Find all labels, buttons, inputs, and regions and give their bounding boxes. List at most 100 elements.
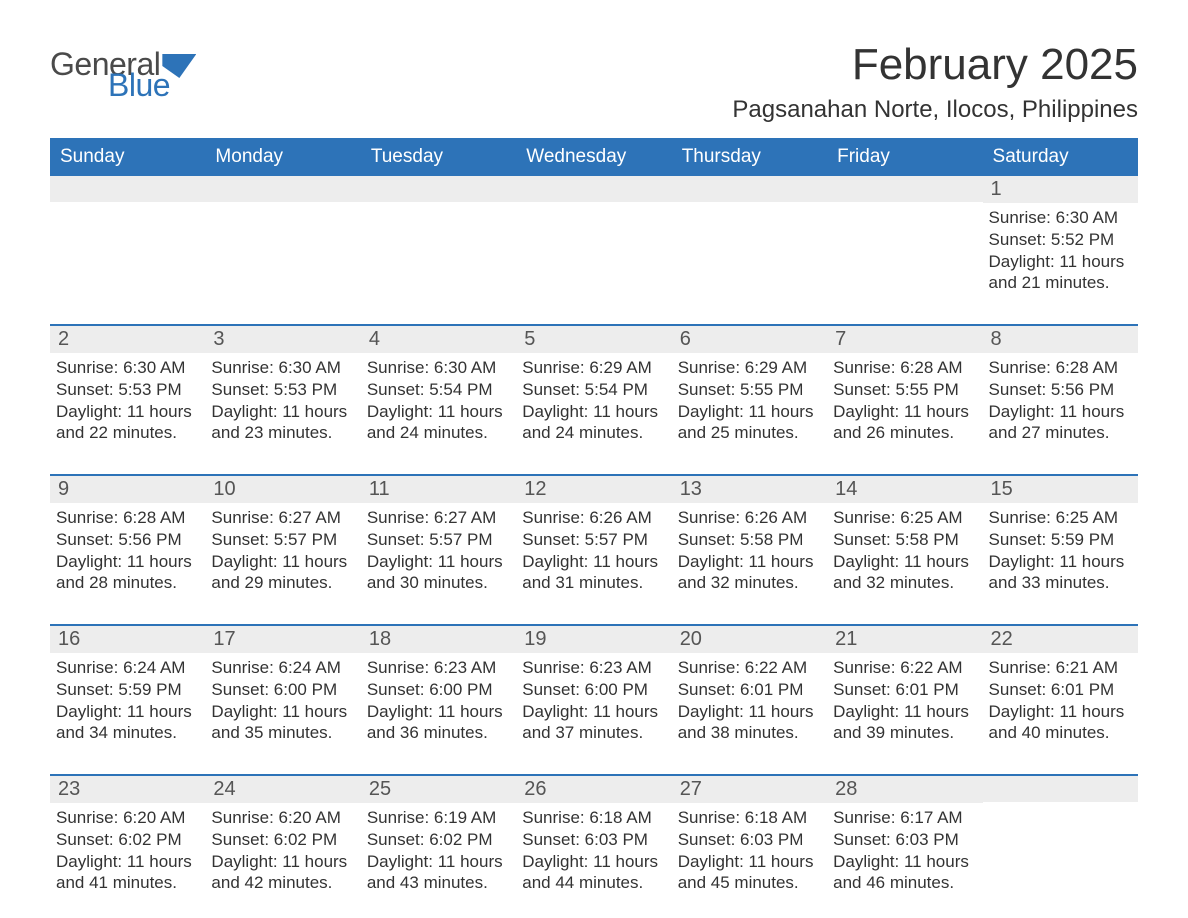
daylight-text: Daylight: 11 hours and 24 minutes. bbox=[522, 401, 663, 445]
day-body: Sunrise: 6:21 AMSunset: 6:01 PMDaylight:… bbox=[983, 653, 1138, 746]
sunset-text: Sunset: 6:03 PM bbox=[522, 829, 663, 851]
sunrise-text: Sunrise: 6:27 AM bbox=[211, 507, 352, 529]
sunrise-text: Sunrise: 6:20 AM bbox=[211, 807, 352, 829]
sunset-text: Sunset: 5:57 PM bbox=[211, 529, 352, 551]
daylight-text: Daylight: 11 hours and 44 minutes. bbox=[522, 851, 663, 895]
daylight-text: Daylight: 11 hours and 25 minutes. bbox=[678, 401, 819, 445]
sunrise-text: Sunrise: 6:22 AM bbox=[678, 657, 819, 679]
daylight-text: Daylight: 11 hours and 43 minutes. bbox=[367, 851, 508, 895]
sunset-text: Sunset: 5:57 PM bbox=[522, 529, 663, 551]
sunrise-text: Sunrise: 6:28 AM bbox=[56, 507, 197, 529]
sunset-text: Sunset: 5:57 PM bbox=[367, 529, 508, 551]
day-number: 16 bbox=[50, 626, 205, 653]
day-number bbox=[205, 176, 360, 202]
sunrise-text: Sunrise: 6:22 AM bbox=[833, 657, 974, 679]
month-title: February 2025 bbox=[732, 40, 1138, 90]
sunset-text: Sunset: 6:00 PM bbox=[367, 679, 508, 701]
day-number: 12 bbox=[516, 476, 671, 503]
day-cell: 12Sunrise: 6:26 AMSunset: 5:57 PMDayligh… bbox=[516, 476, 671, 596]
day-cell: 25Sunrise: 6:19 AMSunset: 6:02 PMDayligh… bbox=[361, 776, 516, 896]
day-number bbox=[361, 176, 516, 202]
day-number: 13 bbox=[672, 476, 827, 503]
daylight-text: Daylight: 11 hours and 32 minutes. bbox=[833, 551, 974, 595]
day-cell bbox=[827, 176, 982, 296]
day-cell bbox=[205, 176, 360, 296]
day-number bbox=[516, 176, 671, 202]
daylight-text: Daylight: 11 hours and 40 minutes. bbox=[989, 701, 1130, 745]
day-number: 3 bbox=[205, 326, 360, 353]
sunrise-text: Sunrise: 6:21 AM bbox=[989, 657, 1130, 679]
day-header: Tuesday bbox=[361, 138, 516, 176]
sunset-text: Sunset: 6:02 PM bbox=[56, 829, 197, 851]
day-number: 17 bbox=[205, 626, 360, 653]
sunset-text: Sunset: 6:02 PM bbox=[367, 829, 508, 851]
day-body: Sunrise: 6:20 AMSunset: 6:02 PMDaylight:… bbox=[205, 803, 360, 896]
day-header: Friday bbox=[827, 138, 982, 176]
sunrise-text: Sunrise: 6:24 AM bbox=[211, 657, 352, 679]
day-number: 14 bbox=[827, 476, 982, 503]
sunset-text: Sunset: 5:55 PM bbox=[833, 379, 974, 401]
day-cell: 15Sunrise: 6:25 AMSunset: 5:59 PMDayligh… bbox=[983, 476, 1138, 596]
day-number: 1 bbox=[983, 176, 1138, 203]
day-number bbox=[672, 176, 827, 202]
sunrise-text: Sunrise: 6:30 AM bbox=[989, 207, 1130, 229]
header: General Blue February 2025 Pagsanahan No… bbox=[50, 40, 1138, 124]
daylight-text: Daylight: 11 hours and 46 minutes. bbox=[833, 851, 974, 895]
sunset-text: Sunset: 6:01 PM bbox=[989, 679, 1130, 701]
weeks-container: 1Sunrise: 6:30 AMSunset: 5:52 PMDaylight… bbox=[50, 176, 1138, 896]
day-body: Sunrise: 6:28 AMSunset: 5:56 PMDaylight:… bbox=[983, 353, 1138, 446]
daylight-text: Daylight: 11 hours and 36 minutes. bbox=[367, 701, 508, 745]
sunrise-text: Sunrise: 6:18 AM bbox=[522, 807, 663, 829]
sunrise-text: Sunrise: 6:18 AM bbox=[678, 807, 819, 829]
day-body: Sunrise: 6:22 AMSunset: 6:01 PMDaylight:… bbox=[672, 653, 827, 746]
day-body: Sunrise: 6:18 AMSunset: 6:03 PMDaylight:… bbox=[516, 803, 671, 896]
day-body: Sunrise: 6:24 AMSunset: 5:59 PMDaylight:… bbox=[50, 653, 205, 746]
day-body: Sunrise: 6:23 AMSunset: 6:00 PMDaylight:… bbox=[361, 653, 516, 746]
day-header: Thursday bbox=[672, 138, 827, 176]
day-body: Sunrise: 6:26 AMSunset: 5:57 PMDaylight:… bbox=[516, 503, 671, 596]
day-cell: 9Sunrise: 6:28 AMSunset: 5:56 PMDaylight… bbox=[50, 476, 205, 596]
sunset-text: Sunset: 5:54 PM bbox=[522, 379, 663, 401]
day-number: 23 bbox=[50, 776, 205, 803]
daylight-text: Daylight: 11 hours and 22 minutes. bbox=[56, 401, 197, 445]
sunset-text: Sunset: 6:00 PM bbox=[211, 679, 352, 701]
day-cell bbox=[50, 176, 205, 296]
day-number: 4 bbox=[361, 326, 516, 353]
day-cell: 11Sunrise: 6:27 AMSunset: 5:57 PMDayligh… bbox=[361, 476, 516, 596]
daylight-text: Daylight: 11 hours and 21 minutes. bbox=[989, 251, 1130, 295]
sunset-text: Sunset: 6:02 PM bbox=[211, 829, 352, 851]
sunset-text: Sunset: 6:03 PM bbox=[678, 829, 819, 851]
sunrise-text: Sunrise: 6:27 AM bbox=[367, 507, 508, 529]
sunset-text: Sunset: 5:59 PM bbox=[56, 679, 197, 701]
day-cell: 21Sunrise: 6:22 AMSunset: 6:01 PMDayligh… bbox=[827, 626, 982, 746]
day-cell: 14Sunrise: 6:25 AMSunset: 5:58 PMDayligh… bbox=[827, 476, 982, 596]
day-body: Sunrise: 6:22 AMSunset: 6:01 PMDaylight:… bbox=[827, 653, 982, 746]
week-row: 16Sunrise: 6:24 AMSunset: 5:59 PMDayligh… bbox=[50, 624, 1138, 746]
week-row: 1Sunrise: 6:30 AMSunset: 5:52 PMDaylight… bbox=[50, 176, 1138, 296]
daylight-text: Daylight: 11 hours and 37 minutes. bbox=[522, 701, 663, 745]
sunset-text: Sunset: 5:55 PM bbox=[678, 379, 819, 401]
daylight-text: Daylight: 11 hours and 24 minutes. bbox=[367, 401, 508, 445]
sunset-text: Sunset: 6:00 PM bbox=[522, 679, 663, 701]
day-body: Sunrise: 6:29 AMSunset: 5:54 PMDaylight:… bbox=[516, 353, 671, 446]
sunset-text: Sunset: 5:56 PM bbox=[989, 379, 1130, 401]
day-number: 10 bbox=[205, 476, 360, 503]
day-number bbox=[827, 176, 982, 202]
day-header: Saturday bbox=[983, 138, 1138, 176]
day-cell: 19Sunrise: 6:23 AMSunset: 6:00 PMDayligh… bbox=[516, 626, 671, 746]
daylight-text: Daylight: 11 hours and 31 minutes. bbox=[522, 551, 663, 595]
day-number: 20 bbox=[672, 626, 827, 653]
daylight-text: Daylight: 11 hours and 34 minutes. bbox=[56, 701, 197, 745]
day-number bbox=[50, 176, 205, 202]
daylight-text: Daylight: 11 hours and 26 minutes. bbox=[833, 401, 974, 445]
daylight-text: Daylight: 11 hours and 23 minutes. bbox=[211, 401, 352, 445]
sunset-text: Sunset: 5:53 PM bbox=[211, 379, 352, 401]
day-number: 6 bbox=[672, 326, 827, 353]
day-cell: 6Sunrise: 6:29 AMSunset: 5:55 PMDaylight… bbox=[672, 326, 827, 446]
day-cell: 18Sunrise: 6:23 AMSunset: 6:00 PMDayligh… bbox=[361, 626, 516, 746]
day-cell bbox=[672, 176, 827, 296]
week-row: 9Sunrise: 6:28 AMSunset: 5:56 PMDaylight… bbox=[50, 474, 1138, 596]
daylight-text: Daylight: 11 hours and 28 minutes. bbox=[56, 551, 197, 595]
day-body: Sunrise: 6:18 AMSunset: 6:03 PMDaylight:… bbox=[672, 803, 827, 896]
day-cell: 13Sunrise: 6:26 AMSunset: 5:58 PMDayligh… bbox=[672, 476, 827, 596]
